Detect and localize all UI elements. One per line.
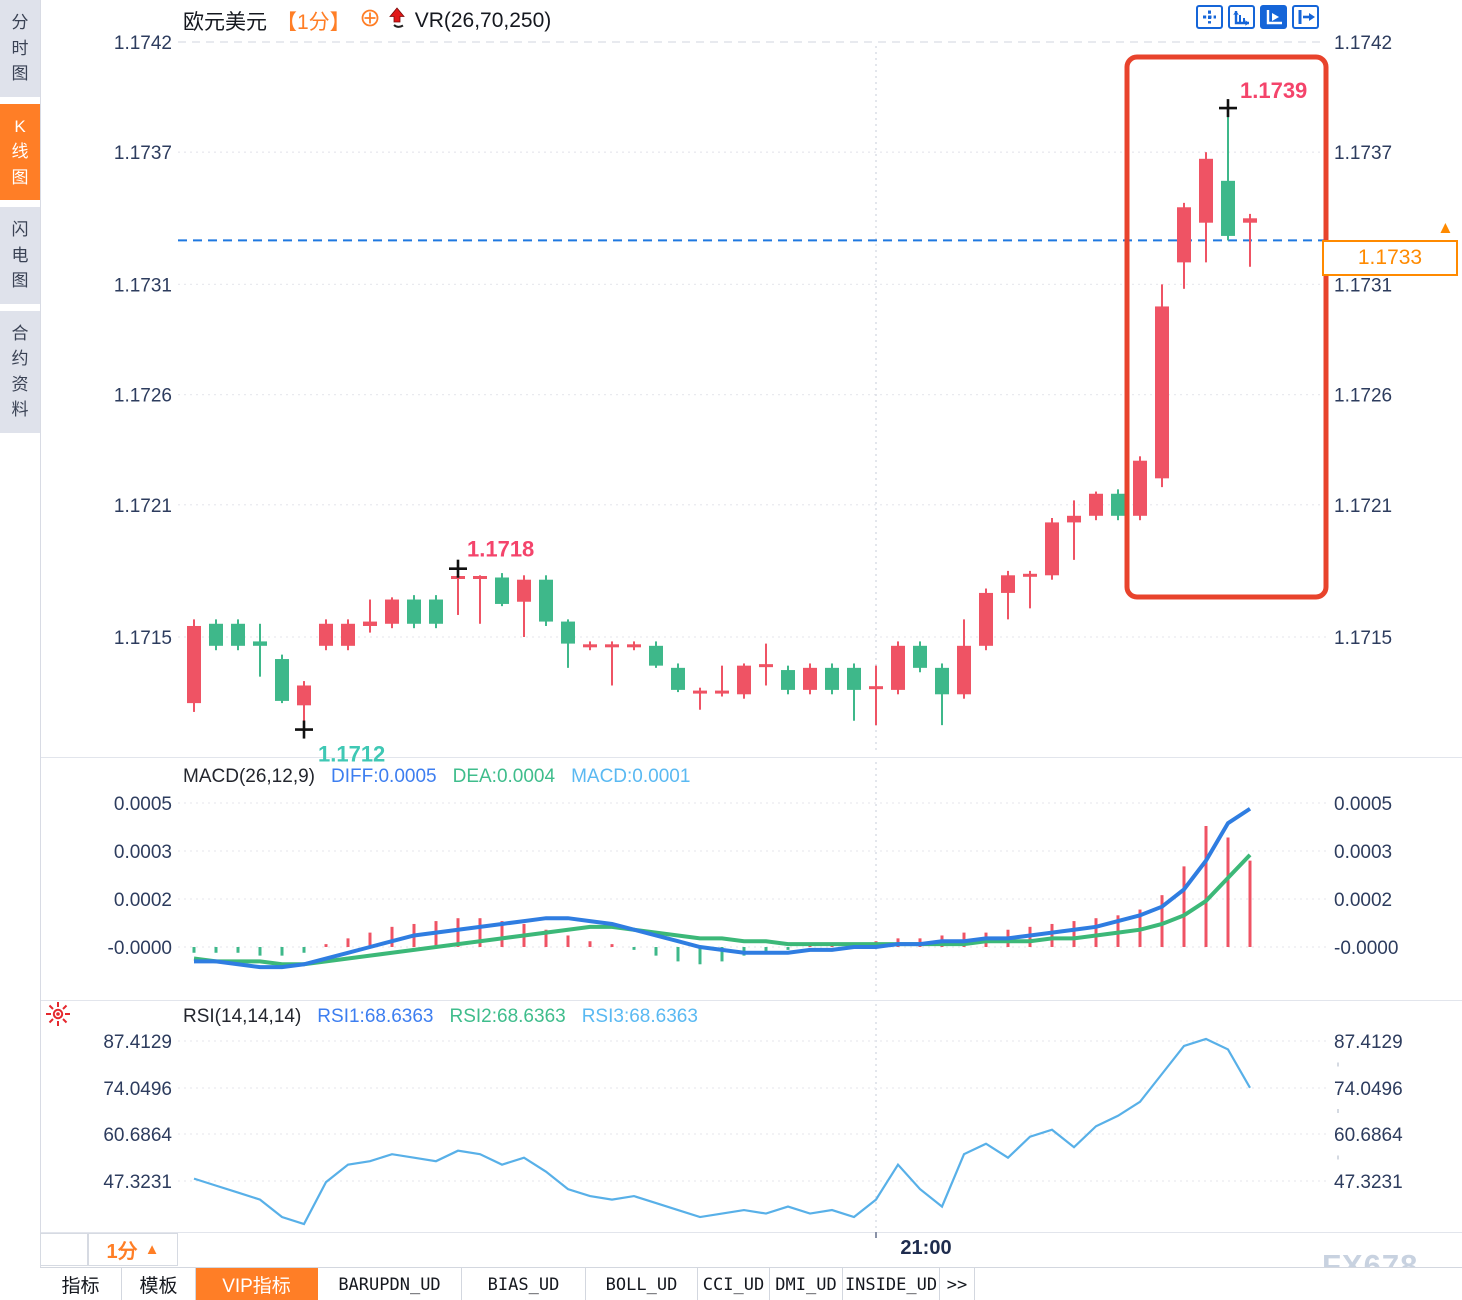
svg-text:1.1739: 1.1739 [1240,78,1307,103]
svg-text:87.4129: 87.4129 [1334,1032,1403,1053]
svg-text:1.1731: 1.1731 [114,275,172,296]
svg-text:1.1731: 1.1731 [1334,275,1392,296]
rsi3-value: RSI3:68.6363 [581,1006,698,1027]
tab-boll-ud[interactable]: BOLL_UD [586,1268,698,1300]
tab-bias-ud[interactable]: BIAS_UD [462,1268,586,1300]
svg-text:1.1726: 1.1726 [1334,386,1392,407]
svg-text:1.1715: 1.1715 [1334,628,1392,649]
svg-text:0.0005: 0.0005 [114,794,172,815]
svg-text:1.1737: 1.1737 [1334,143,1392,164]
svg-text:87.4129: 87.4129 [103,1032,172,1053]
chart-type-sidebar: 分时图 K线图 闪电图 合约资料 [0,0,40,1232]
jump-latest-icon[interactable] [1292,5,1319,29]
rsi-title: RSI(14,14,14) [183,1006,302,1027]
period-label[interactable]: 【1分】 [276,11,351,34]
svg-text:-0.0000: -0.0000 [108,938,172,959]
chart-toolbar [1196,5,1319,29]
svg-text:47.3231: 47.3231 [1334,1172,1403,1193]
tab-more[interactable]: >> [940,1268,975,1300]
tab-barupdn-ud[interactable]: BARUPDN_UD [318,1268,462,1300]
time-axis-corner-cell [40,1233,88,1266]
add-indicator-icon[interactable] [360,8,380,34]
axis-play-icon[interactable] [1260,5,1287,29]
triangle-up-icon: ▲ [144,1241,160,1258]
tab-cci-ud[interactable]: CCI_UD [698,1268,770,1300]
vr-indicator-label: VR(26,70,250) [414,9,552,32]
macd-dea-value: DEA:0.0004 [452,766,556,787]
macd-title: MACD(26,12,9) [183,766,315,787]
time-axis-label: 21:00 [900,1237,952,1259]
symbol-title: 欧元美元 [183,11,267,34]
rsi1-value: RSI1:68.6363 [317,1006,434,1027]
svg-text:1.1712: 1.1712 [318,742,385,767]
svg-text:0.0003: 0.0003 [1334,842,1392,863]
chart-header: 欧元美元 【1分】 VR(26,70,250) [183,6,551,36]
axis-scale-icon[interactable] [1228,5,1255,29]
price-up-arrow-icon: ▲ [1437,218,1454,237]
svg-text:-0.0000: -0.0000 [1334,938,1398,959]
svg-text:60.6864: 60.6864 [103,1125,172,1146]
svg-text:1.1726: 1.1726 [114,386,172,407]
tab-inside-ud[interactable]: INSIDE_UD [843,1268,940,1300]
sidebar-item-time-chart[interactable]: 分时图 [0,0,40,97]
svg-text:74.0496: 74.0496 [103,1079,172,1100]
indicator-tab-bar: 指标 模板 VIP指标 BARUPDN_UD BIAS_UD BOLL_UD C… [40,1267,1462,1300]
svg-text:0.0003: 0.0003 [114,842,172,863]
last-price-tag: 1.1733 [1322,240,1458,276]
svg-text:1.1742: 1.1742 [114,33,172,54]
rsi2-value: RSI2:68.6363 [449,1006,566,1027]
pan-icon[interactable] [1196,5,1223,29]
indicator-settings-icon[interactable] [44,1000,72,1033]
tab-indicators[interactable]: 指标 [40,1268,122,1300]
period-selector[interactable]: 1分 ▲ [88,1233,178,1266]
tab-vip-indicators[interactable]: VIP指标 [196,1268,318,1300]
tab-dmi-ud[interactable]: DMI_UD [770,1268,843,1300]
svg-text:0.0002: 0.0002 [114,890,172,911]
period-selector-label: 1分 [106,1241,138,1263]
svg-text:1.1742: 1.1742 [1334,33,1392,54]
svg-text:47.3231: 47.3231 [103,1172,172,1193]
svg-text:1.1715: 1.1715 [114,628,172,649]
sidebar-item-candlestick-chart[interactable]: K线图 [0,103,40,200]
macd-header: MACD(26,12,9) DIFF:0.0005 DEA:0.0004 MAC… [183,766,690,788]
sidebar-item-flash-chart[interactable]: 闪电图 [0,207,40,304]
svg-text:0.0005: 0.0005 [1334,794,1392,815]
rsi-header: RSI(14,14,14) RSI1:68.6363 RSI2:68.6363 … [183,1006,698,1028]
macd-value: MACD:0.0001 [571,766,691,787]
svg-text:1.1718: 1.1718 [467,537,534,562]
svg-text:74.0496: 74.0496 [1334,1079,1403,1100]
tab-templates[interactable]: 模板 [122,1268,196,1300]
svg-text:1.1721: 1.1721 [1334,496,1392,517]
svg-text:0.0002: 0.0002 [1334,890,1392,911]
svg-text:1.1737: 1.1737 [114,143,172,164]
macd-diff-value: DIFF:0.0005 [331,766,437,787]
trend-up-arrow-icon [388,7,406,35]
sidebar-item-contract-info[interactable]: 合约资料 [0,310,40,433]
svg-text:60.6864: 60.6864 [1334,1125,1403,1146]
svg-text:1.1721: 1.1721 [114,496,172,517]
